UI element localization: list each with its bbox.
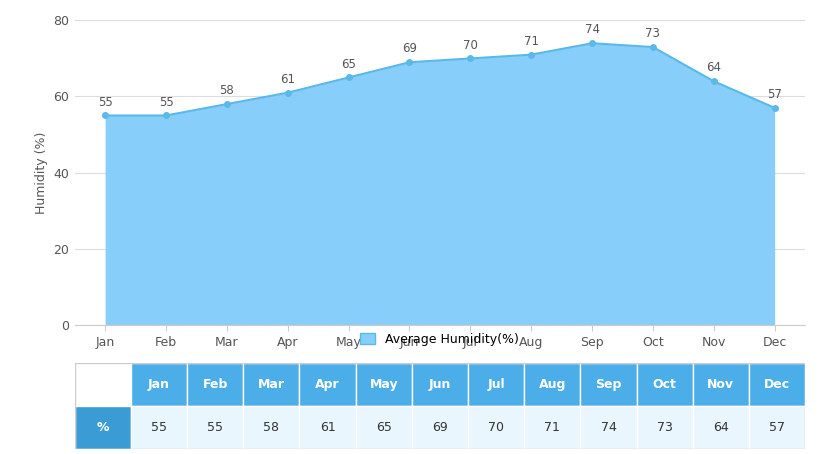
Text: 73: 73 — [657, 421, 672, 434]
FancyBboxPatch shape — [355, 363, 412, 406]
Text: Jul: Jul — [487, 378, 505, 391]
FancyBboxPatch shape — [525, 406, 580, 449]
FancyBboxPatch shape — [693, 406, 749, 449]
Legend: Average Humidity(%): Average Humidity(%) — [355, 328, 525, 351]
Text: 74: 74 — [601, 421, 617, 434]
Text: Mar: Mar — [258, 378, 285, 391]
FancyBboxPatch shape — [412, 406, 468, 449]
FancyBboxPatch shape — [637, 406, 693, 449]
Text: 69: 69 — [432, 421, 447, 434]
FancyBboxPatch shape — [468, 406, 525, 449]
FancyBboxPatch shape — [300, 363, 355, 406]
Text: Nov: Nov — [707, 378, 735, 391]
Text: 73: 73 — [646, 27, 661, 40]
FancyBboxPatch shape — [355, 406, 412, 449]
FancyBboxPatch shape — [243, 363, 300, 406]
Text: 55: 55 — [151, 421, 167, 434]
Text: 65: 65 — [341, 58, 356, 70]
FancyBboxPatch shape — [75, 363, 131, 406]
FancyBboxPatch shape — [131, 406, 187, 449]
FancyBboxPatch shape — [580, 363, 637, 406]
Text: 55: 55 — [98, 95, 113, 109]
Text: 71: 71 — [544, 421, 560, 434]
Text: Apr: Apr — [315, 378, 339, 391]
Text: Feb: Feb — [203, 378, 228, 391]
FancyBboxPatch shape — [749, 406, 805, 449]
FancyBboxPatch shape — [300, 406, 355, 449]
FancyBboxPatch shape — [580, 406, 637, 449]
Text: Jun: Jun — [429, 378, 451, 391]
Text: 74: 74 — [584, 23, 599, 36]
FancyBboxPatch shape — [693, 363, 749, 406]
Text: 57: 57 — [767, 88, 782, 101]
Text: 61: 61 — [281, 73, 295, 86]
Text: 61: 61 — [320, 421, 335, 434]
FancyBboxPatch shape — [412, 363, 468, 406]
Text: 71: 71 — [524, 35, 539, 48]
Text: Oct: Oct — [652, 378, 676, 391]
Text: 58: 58 — [263, 421, 280, 434]
FancyBboxPatch shape — [243, 406, 300, 449]
Text: May: May — [369, 378, 398, 391]
FancyBboxPatch shape — [187, 363, 243, 406]
Text: 69: 69 — [402, 42, 417, 55]
Text: 65: 65 — [376, 421, 392, 434]
Text: 64: 64 — [713, 421, 729, 434]
Y-axis label: Humidity (%): Humidity (%) — [35, 131, 47, 214]
FancyBboxPatch shape — [468, 363, 525, 406]
Text: Sep: Sep — [595, 378, 622, 391]
FancyBboxPatch shape — [75, 406, 131, 449]
FancyBboxPatch shape — [749, 363, 805, 406]
Text: Jan: Jan — [148, 378, 170, 391]
Text: 58: 58 — [219, 84, 234, 97]
Text: Aug: Aug — [539, 378, 566, 391]
Text: 64: 64 — [706, 61, 721, 74]
Text: 70: 70 — [463, 39, 478, 51]
Text: Dec: Dec — [764, 378, 790, 391]
Text: 57: 57 — [769, 421, 785, 434]
FancyBboxPatch shape — [187, 406, 243, 449]
FancyBboxPatch shape — [131, 363, 187, 406]
FancyBboxPatch shape — [525, 363, 580, 406]
Text: 70: 70 — [488, 421, 504, 434]
Text: %: % — [96, 421, 109, 434]
Text: 55: 55 — [208, 421, 223, 434]
FancyBboxPatch shape — [637, 363, 693, 406]
Text: 55: 55 — [159, 95, 173, 109]
